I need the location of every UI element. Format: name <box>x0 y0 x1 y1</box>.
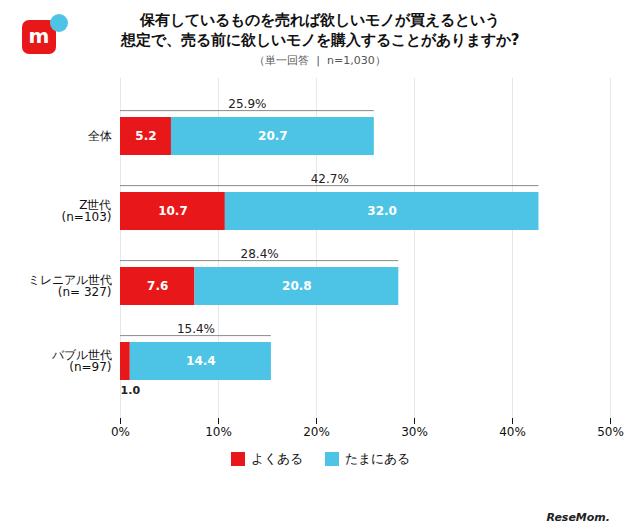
svg-text:0%: 0% <box>111 425 130 439</box>
svg-text:バブル世代(n=97): バブル世代(n=97) <box>51 348 112 374</box>
svg-text:20.8: 20.8 <box>282 279 312 293</box>
html-text:保有しているものを売れば欲しいモノが買えるという 想定で、売: 保有しているものを売れば欲しいモノが買えるという 想定で、売る前に欲しいモノを購… <box>120 11 520 49</box>
svg-text:10%: 10% <box>205 425 232 439</box>
svg-text:ミレニアル世代(n= 327): ミレニアル世代(n= 327) <box>28 273 112 299</box>
svg-text:Z世代(n=103): Z世代(n=103) <box>62 198 112 224</box>
svg-text:20.7: 20.7 <box>258 129 288 143</box>
svg-text:50%: 50% <box>597 425 624 439</box>
html-text:ReseMom.: ReseMom. <box>546 511 610 524</box>
svg-text:42.7%: 42.7% <box>311 172 349 186</box>
svg-text:1.0: 1.0 <box>121 384 141 397</box>
html-text:m: m <box>28 24 50 48</box>
html-text:たまにある: たまにある <box>344 451 410 466</box>
svg-text:14.4: 14.4 <box>186 354 216 368</box>
svg-text:25.9%: 25.9% <box>228 97 266 111</box>
svg-text:10.7: 10.7 <box>158 204 188 218</box>
svg-text:5.2: 5.2 <box>135 129 156 143</box>
svg-text:15.4%: 15.4% <box>177 322 215 336</box>
svg-text:20%: 20% <box>303 425 330 439</box>
svg-text:7.6: 7.6 <box>147 279 168 293</box>
svg-text:全体: 全体 <box>88 129 112 143</box>
svg-text:32.0: 32.0 <box>367 204 397 218</box>
html-text:（単一回答 | n=1,030）: （単一回答 | n=1,030） <box>254 54 386 67</box>
html-text:よくある: よくある <box>250 451 303 466</box>
svg-text:40%: 40% <box>499 425 526 439</box>
svg-text:28.4%: 28.4% <box>241 247 279 261</box>
svg-text:30%: 30% <box>401 425 428 439</box>
